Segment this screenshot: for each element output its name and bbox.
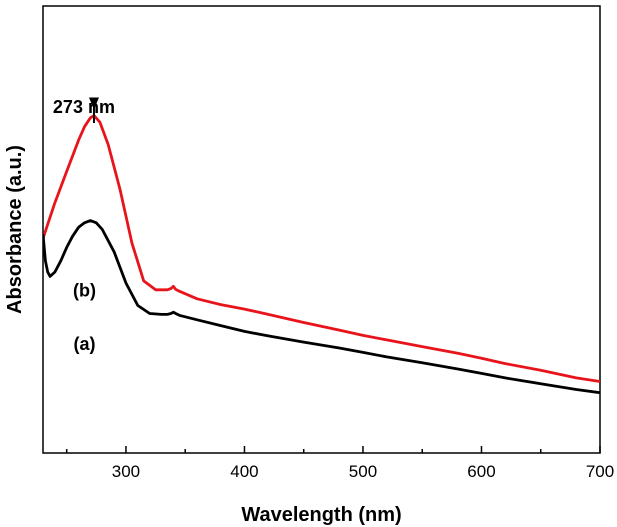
annotations: 273 nm (b) (a): [53, 97, 115, 354]
plot-frame: [42, 5, 601, 454]
x-tick-label: 700: [586, 462, 614, 481]
x-axis-label: Wavelength (nm): [241, 504, 401, 526]
peak-annotation-label: 273 nm: [53, 97, 115, 117]
x-tick-label: 500: [349, 462, 377, 481]
series-label-a: (a): [73, 334, 95, 354]
series-label-b: (b): [73, 281, 96, 301]
peak-arrow-head: [88, 97, 99, 110]
series-line-a: [43, 219, 600, 395]
x-tick-label: 300: [112, 462, 140, 481]
y-axis-label: Absorbance (a.u.): [4, 145, 26, 314]
x-tick-label: 600: [467, 462, 495, 481]
x-tick-label: 400: [230, 462, 258, 481]
x-axis-ticks: 300 400 500 600 700: [65, 446, 614, 481]
series-line-b: [43, 114, 600, 383]
series-lines: [43, 114, 600, 395]
